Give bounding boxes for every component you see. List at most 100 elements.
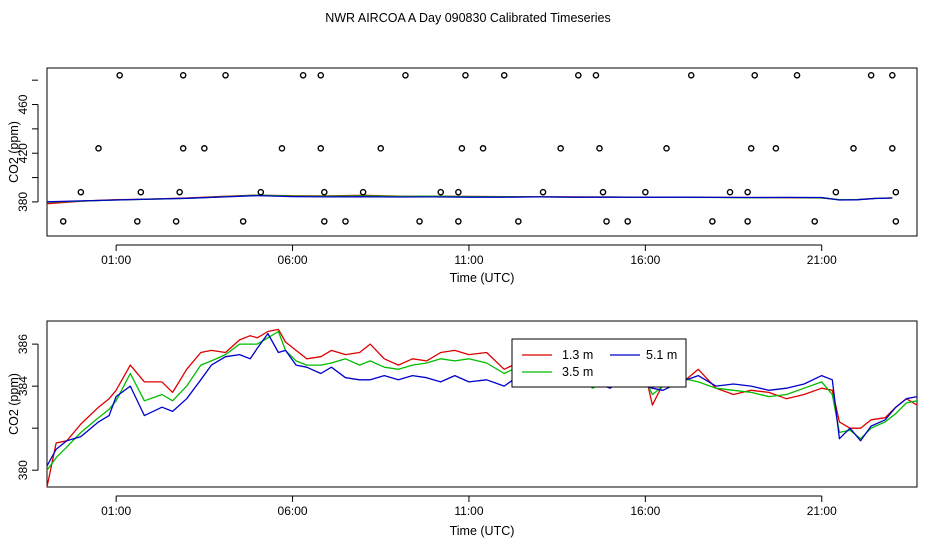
outlier-point bbox=[320, 218, 328, 225]
outlier-point bbox=[751, 72, 759, 79]
outlier-point bbox=[222, 72, 229, 79]
outlier-point bbox=[172, 218, 180, 225]
outlier-point bbox=[320, 188, 328, 196]
x-tick-label: 06:00 bbox=[278, 253, 308, 267]
outlier-point bbox=[867, 72, 875, 79]
outlier-point bbox=[437, 188, 445, 196]
outlier-point bbox=[179, 145, 187, 152]
outlier-point bbox=[515, 218, 522, 225]
outlier-point bbox=[500, 72, 508, 79]
outlier-point bbox=[726, 188, 734, 196]
outlier-point bbox=[462, 72, 469, 79]
outlier-point bbox=[342, 218, 349, 225]
outlier-point bbox=[889, 145, 896, 152]
x-tick-label: 11:00 bbox=[454, 253, 483, 267]
series-line-5-1-m bbox=[46, 332, 918, 467]
outlier-point bbox=[709, 218, 716, 225]
legend-label-3-5m: 3.5 m bbox=[562, 365, 593, 379]
outlier-point bbox=[299, 72, 307, 79]
x-tick-label: 21:00 bbox=[807, 253, 837, 267]
outlier-point bbox=[596, 145, 603, 152]
outlier-point bbox=[317, 145, 325, 152]
outlier-point bbox=[599, 188, 607, 196]
outlier-point bbox=[458, 145, 466, 152]
outlier-point bbox=[377, 145, 385, 152]
legend: 1.3 m 5.1 m 3.5 m bbox=[511, 338, 687, 388]
x-tick-label: 11:00 bbox=[454, 504, 483, 518]
outlier-point bbox=[747, 145, 755, 152]
y-tick-label: 386 bbox=[16, 334, 30, 354]
outlier-point bbox=[850, 145, 857, 152]
outlier-point bbox=[624, 218, 632, 225]
x-tick-label: 21:00 bbox=[807, 504, 837, 518]
panel-bottom-x-axis: 01:00 06:00 11:00 16:00 21:00 bbox=[101, 495, 837, 518]
outlier-point bbox=[892, 188, 900, 196]
outlier-point bbox=[359, 188, 367, 196]
series-line-3-5-m bbox=[46, 330, 918, 471]
chart-title: NWR AIRCOA A Day 090830 Calibrated Times… bbox=[325, 11, 611, 25]
outlier-point bbox=[889, 72, 896, 79]
outlier-point bbox=[455, 218, 462, 225]
outlier-point bbox=[317, 72, 325, 79]
y-tick-label: 380 bbox=[16, 192, 30, 212]
x-tick-label: 16:00 bbox=[630, 253, 660, 267]
y-tick-label: 420 bbox=[16, 143, 30, 163]
x-tick-label: 16:00 bbox=[630, 504, 660, 518]
outlier-point bbox=[772, 145, 780, 152]
y-tick-label: 384 bbox=[16, 376, 30, 396]
outlier-point bbox=[744, 188, 751, 196]
outlier-point bbox=[278, 145, 286, 152]
outlier-point bbox=[642, 188, 649, 196]
outlier-point bbox=[239, 218, 247, 225]
outlier-point bbox=[134, 218, 141, 225]
panel-bottom-x-label: Time (UTC) bbox=[450, 524, 515, 538]
panel-top-x-axis: 01:00 06:00 11:00 16:00 21:00 bbox=[101, 244, 837, 267]
outlier-point bbox=[557, 145, 564, 152]
outlier-point bbox=[832, 188, 840, 196]
series-line-1-3-m bbox=[46, 328, 918, 488]
outlier-point bbox=[402, 72, 409, 79]
outlier-point bbox=[687, 72, 695, 79]
outlier-point bbox=[539, 188, 547, 196]
outlier-point bbox=[201, 145, 208, 152]
x-tick-label: 06:00 bbox=[278, 504, 308, 518]
panel-bottom-frame bbox=[46, 320, 918, 488]
outlier-point bbox=[77, 188, 85, 196]
panel-top-plot-area bbox=[46, 72, 900, 225]
y-tick-label: 460 bbox=[16, 94, 30, 114]
panel-bottom: 01:00 06:00 11:00 16:00 21:00 380 384 386 Time… bbox=[7, 320, 918, 538]
outlier-point bbox=[116, 72, 123, 79]
outlier-point bbox=[892, 218, 900, 225]
outlier-point bbox=[663, 145, 670, 152]
x-tick-label: 01:00 bbox=[101, 253, 131, 267]
panel-top-y-axis: 380 420 460 bbox=[16, 79, 39, 212]
panel-top: 01:00 06:00 11:00 16:00 21:00 380 420 460 Time… bbox=[7, 67, 918, 285]
legend-label-5-1m: 5.1 m bbox=[646, 348, 677, 362]
outlier-point bbox=[59, 218, 67, 225]
panel-top-y-label: CO2 (ppm) bbox=[7, 121, 21, 183]
series-line-5-1-m bbox=[46, 194, 893, 203]
outlier-point bbox=[603, 218, 610, 225]
outlier-point bbox=[416, 218, 423, 225]
outlier-point bbox=[575, 72, 582, 79]
outlier-point bbox=[479, 145, 487, 152]
outlier-point bbox=[179, 72, 187, 79]
outlier-point bbox=[95, 145, 102, 152]
panel-top-frame bbox=[46, 67, 918, 237]
panel-bottom-y-label: CO2 (ppm) bbox=[7, 373, 21, 435]
y-tick-label: 380 bbox=[16, 460, 30, 480]
outlier-point bbox=[744, 218, 751, 225]
panel-top-x-label: Time (UTC) bbox=[450, 271, 515, 285]
outlier-point bbox=[455, 188, 462, 196]
outlier-point bbox=[176, 188, 183, 196]
outlier-point bbox=[257, 188, 265, 196]
outlier-point bbox=[811, 218, 818, 225]
legend-box bbox=[511, 338, 687, 388]
outlier-point bbox=[137, 188, 145, 196]
legend-label-1-3m: 1.3 m bbox=[562, 348, 593, 362]
outlier-point bbox=[592, 72, 600, 79]
outlier-point bbox=[793, 72, 801, 79]
panel-bottom-plot-area bbox=[46, 328, 918, 488]
